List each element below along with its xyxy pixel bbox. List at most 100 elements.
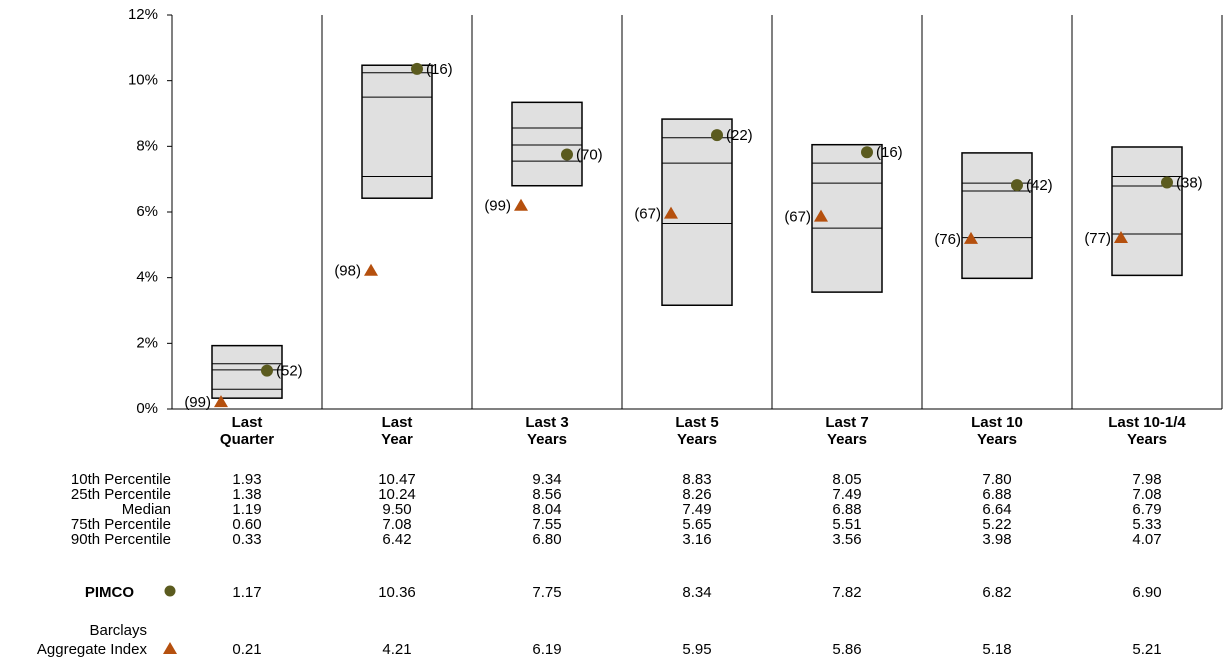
rank-label: (98) <box>334 263 361 280</box>
table-value: 10.24 <box>378 486 416 503</box>
category-label: Last 10 Years <box>971 414 1023 448</box>
table-value: 5.65 <box>682 516 711 533</box>
table-value: 7.80 <box>982 471 1011 488</box>
table-value: 5.33 <box>1132 516 1161 533</box>
row-label: Median <box>122 501 171 518</box>
table-value: 7.49 <box>682 501 711 518</box>
y-tick-label: 6% <box>136 203 158 220</box>
table-value: 5.86 <box>832 641 861 658</box>
rank-label: (22) <box>726 127 753 144</box>
table-value: 6.79 <box>1132 501 1161 518</box>
pimco-marker <box>261 364 273 377</box>
y-tick-label: 10% <box>128 72 158 89</box>
table-value: 4.21 <box>382 641 411 658</box>
pimco-marker <box>1161 176 1173 189</box>
rank-label: (52) <box>276 363 303 380</box>
table-value: 6.19 <box>532 641 561 658</box>
table-value: 5.21 <box>1132 641 1161 658</box>
table-value: 8.26 <box>682 486 711 503</box>
index-marker <box>664 206 678 219</box>
rank-label: (77) <box>1084 230 1111 247</box>
row-label: 90th Percentile <box>71 531 171 548</box>
legend-label: PIMCO <box>85 584 135 601</box>
pimco-marker <box>1011 179 1023 192</box>
table-value: 1.19 <box>232 501 261 518</box>
table-value: 6.88 <box>832 501 861 518</box>
legend-marker <box>163 642 177 654</box>
index-marker <box>1114 230 1128 243</box>
y-tick-label: 12% <box>128 6 158 23</box>
table-value: 7.08 <box>382 516 411 533</box>
table-value: 8.83 <box>682 471 711 488</box>
table-value: 5.18 <box>982 641 1011 658</box>
rank-label: (67) <box>784 209 811 226</box>
row-label: 25th Percentile <box>71 486 171 503</box>
table-value: 7.49 <box>832 486 861 503</box>
category-label: Last 3 Years <box>525 414 568 448</box>
table-value: 7.55 <box>532 516 561 533</box>
table-value: 3.98 <box>982 531 1011 548</box>
y-tick-label: 0% <box>136 400 158 417</box>
table-value: 1.17 <box>232 584 261 601</box>
rank-label: (99) <box>484 198 511 215</box>
y-tick-label: 4% <box>136 269 158 286</box>
table-value: 3.16 <box>682 531 711 548</box>
category-label: Last Year <box>381 414 413 448</box>
index-marker <box>364 263 378 276</box>
pimco-marker <box>861 146 873 159</box>
category-label: Last 10-1/4 Years <box>1108 414 1186 448</box>
y-tick-label: 8% <box>136 137 158 154</box>
table-value: 8.56 <box>532 486 561 503</box>
rank-label: (38) <box>1176 174 1203 191</box>
pimco-marker <box>561 148 573 161</box>
index-marker <box>964 231 978 244</box>
category-label: Last 5 Years <box>675 414 718 448</box>
table-value: 8.04 <box>532 501 561 518</box>
table-value: 6.80 <box>532 531 561 548</box>
table-value: 9.50 <box>382 501 411 518</box>
index-marker <box>814 209 828 222</box>
table-value: 3.56 <box>832 531 861 548</box>
table-value: 7.98 <box>1132 471 1161 488</box>
index-marker <box>514 198 528 211</box>
category-label: Last Quarter <box>220 414 274 448</box>
table-value: 9.34 <box>532 471 561 488</box>
table-value: 8.05 <box>832 471 861 488</box>
table-value: 6.88 <box>982 486 1011 503</box>
table-value: 6.64 <box>982 501 1011 518</box>
percentile-box <box>511 101 583 187</box>
pimco-marker <box>411 62 423 75</box>
table-value: 6.90 <box>1132 584 1161 601</box>
pimco-marker <box>711 129 723 142</box>
table-value: 4.07 <box>1132 531 1161 548</box>
row-label: 75th Percentile <box>71 516 171 533</box>
table-value: 0.21 <box>232 641 261 658</box>
category-label: Last 7 Years <box>825 414 868 448</box>
table-value: 5.95 <box>682 641 711 658</box>
table-value: 6.42 <box>382 531 411 548</box>
rank-label: (76) <box>934 231 961 248</box>
table-value: 5.22 <box>982 516 1011 533</box>
table-value: 7.08 <box>1132 486 1161 503</box>
table-value: 7.82 <box>832 584 861 601</box>
rank-label: (42) <box>1026 177 1053 194</box>
table-value: 10.47 <box>378 471 416 488</box>
percentile-box <box>361 64 433 199</box>
table-value: 1.38 <box>232 486 261 503</box>
table-value: 1.93 <box>232 471 261 488</box>
table-value: 0.60 <box>232 516 261 533</box>
percentile-box <box>1111 146 1183 277</box>
rank-label: (99) <box>184 394 211 411</box>
index-marker <box>214 395 228 408</box>
rank-label: (16) <box>426 61 453 78</box>
percentile-box <box>961 152 1033 280</box>
legend-marker <box>164 585 176 597</box>
y-tick-label: 2% <box>136 334 158 351</box>
rank-label: (16) <box>876 144 903 161</box>
table-value: 8.34 <box>682 584 711 601</box>
legend-label: Barclays Aggregate Index <box>37 622 148 658</box>
rank-label: (67) <box>634 206 661 223</box>
rank-label: (70) <box>576 147 603 164</box>
table-value: 10.36 <box>378 584 416 601</box>
